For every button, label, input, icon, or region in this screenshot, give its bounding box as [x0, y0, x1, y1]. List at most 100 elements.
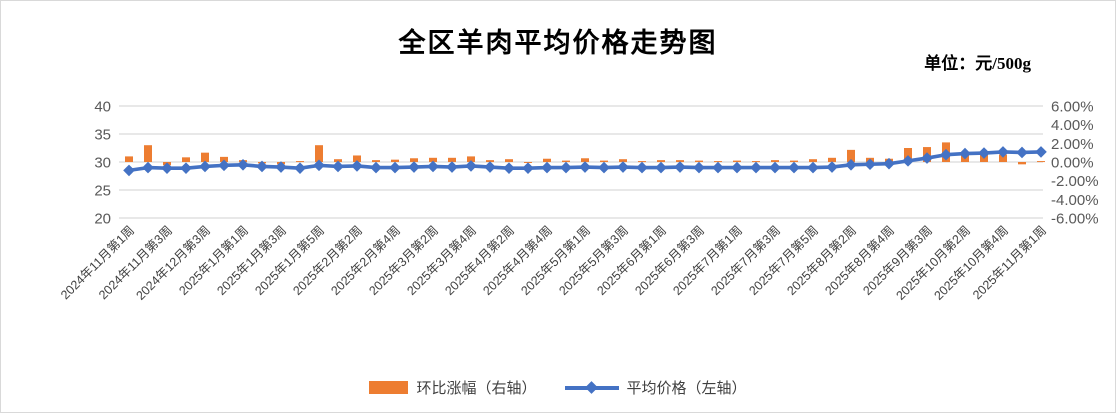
price-point-marker	[940, 148, 952, 161]
unit-label: 单位：元/500g	[924, 54, 1031, 73]
price-point-marker	[655, 161, 667, 174]
change-rate-bar	[486, 160, 494, 162]
gridlines	[119, 105, 1043, 219]
svg-text:-2.00%: -2.00%	[1051, 173, 1099, 190]
price-point-marker	[978, 147, 990, 159]
change-rate-bar	[467, 156, 475, 162]
price-point-marker	[313, 159, 325, 172]
price-point-marker	[218, 159, 230, 172]
svg-text:4.00%: 4.00%	[1051, 117, 1094, 134]
change-rate-bar	[334, 159, 342, 162]
svg-text:-4.00%: -4.00%	[1051, 192, 1099, 209]
change-rate-bar	[182, 157, 190, 162]
svg-text:2025年8月第2周: 2025年8月第2周	[784, 223, 859, 298]
change-rate-bar	[790, 160, 798, 162]
change-rate-bar	[676, 160, 684, 162]
price-point-marker	[636, 161, 648, 174]
change-rate-bar	[847, 149, 855, 162]
svg-text:2025年3月第2周: 2025年3月第2周	[366, 223, 441, 298]
price-point-marker	[199, 160, 211, 173]
change-rate-bar	[1037, 161, 1045, 163]
line-swatch-icon	[564, 381, 619, 394]
price-point-marker	[598, 161, 610, 174]
svg-text:2025年11月第1周: 2025年11月第1周	[970, 223, 1049, 302]
price-point-marker	[579, 161, 591, 173]
change-rate-bar	[619, 159, 627, 162]
change-rate-bar	[638, 161, 646, 163]
change-rate-bar	[372, 160, 380, 162]
price-point-marker	[750, 161, 762, 174]
svg-text:2025年7月第5周: 2025年7月第5周	[746, 223, 821, 298]
price-point-marker	[275, 161, 287, 173]
change-rate-bar	[809, 159, 817, 162]
svg-text:35: 35	[94, 127, 111, 144]
svg-text:20: 20	[94, 211, 111, 228]
svg-text:2025年1月第1周: 2025年1月第1周	[176, 223, 251, 298]
svg-text:2025年7月第1周: 2025年7月第1周	[670, 223, 745, 298]
change-rate-bar	[410, 158, 418, 162]
change-rate-bar	[429, 157, 437, 162]
price-point-marker	[788, 161, 800, 174]
change-rate-bar	[125, 156, 133, 162]
change-rate-bar	[296, 161, 304, 163]
svg-text:30: 30	[94, 155, 111, 172]
change-rate-bar	[771, 160, 779, 162]
change-rate-bar	[752, 161, 760, 163]
change-rate-bar	[904, 148, 912, 162]
price-point-marker	[541, 161, 553, 174]
price-point-marker	[1016, 146, 1028, 159]
svg-text:2025年2月第4周: 2025年2月第4周	[328, 223, 403, 298]
svg-text:2025年5月第3周: 2025年5月第3周	[556, 223, 631, 298]
price-point-marker	[826, 161, 838, 173]
change-rate-bar	[733, 160, 741, 162]
svg-text:2025年4月第4周: 2025年4月第4周	[480, 223, 555, 298]
left-axis-labels: 40 35 30 25 20	[94, 99, 111, 228]
price-point-marker	[959, 147, 971, 160]
svg-text:2.00%: 2.00%	[1051, 136, 1094, 153]
price-point-marker	[997, 146, 1009, 158]
change-rate-bar	[505, 159, 513, 162]
change-rate-bar	[448, 157, 456, 162]
legend-item-change-rate[interactable]: 环比涨幅（右轴）	[369, 377, 537, 398]
price-point-marker	[123, 164, 135, 177]
svg-text:2025年2月第2周: 2025年2月第2周	[290, 223, 365, 298]
change-rate-bar	[562, 160, 570, 162]
right-axis-labels: 6.00%4.00% 2.00% 0.00%-2.00% -4.00% -6.00%	[1051, 99, 1099, 228]
svg-text:25: 25	[94, 183, 111, 200]
change-rate-bar	[657, 160, 665, 162]
price-point-marker	[845, 159, 857, 171]
price-point-marker	[712, 161, 724, 174]
change-rate-bar	[999, 154, 1007, 162]
price-point-marker	[522, 162, 534, 174]
price-point-marker	[142, 161, 154, 174]
price-point-marker	[731, 161, 743, 174]
change-rate-bar	[220, 156, 228, 162]
x-axis-labels: 2024年11月第1周2024年11月第3周2024年12月第3周2025年1月…	[58, 223, 1049, 303]
price-point-marker	[560, 161, 572, 174]
svg-text:2025年8月第4周: 2025年8月第4周	[822, 223, 897, 298]
svg-text:2025年7月第3周: 2025年7月第3周	[708, 223, 783, 298]
price-point-marker	[389, 161, 401, 174]
change-rate-bar	[201, 152, 209, 162]
change-rate-bar	[353, 155, 361, 162]
change-rate-bar	[581, 158, 589, 162]
price-point-marker	[484, 161, 496, 173]
change-rate-bar	[695, 160, 703, 162]
legend-label: 环比涨幅（右轴）	[416, 380, 537, 397]
chart-title: 全区羊肉平均价格走势图	[398, 28, 718, 58]
svg-text:2025年3月第4周: 2025年3月第4周	[404, 223, 479, 298]
price-point-marker	[807, 161, 819, 174]
change-rate-bar	[600, 160, 608, 162]
price-point-marker	[674, 161, 686, 173]
svg-text:0.00%: 0.00%	[1051, 155, 1094, 172]
svg-text:-6.00%: -6.00%	[1051, 211, 1099, 228]
change-rate-bar	[828, 157, 836, 162]
svg-text:2025年1月第3周: 2025年1月第3周	[214, 223, 289, 298]
legend-item-average-price[interactable]: 平均价格（左轴）	[564, 377, 747, 398]
svg-text:2025年5月第1周: 2025年5月第1周	[518, 223, 593, 298]
svg-text:2025年4月第2周: 2025年4月第2周	[442, 223, 517, 298]
price-point-marker	[902, 155, 914, 167]
price-point-marker	[370, 161, 382, 174]
